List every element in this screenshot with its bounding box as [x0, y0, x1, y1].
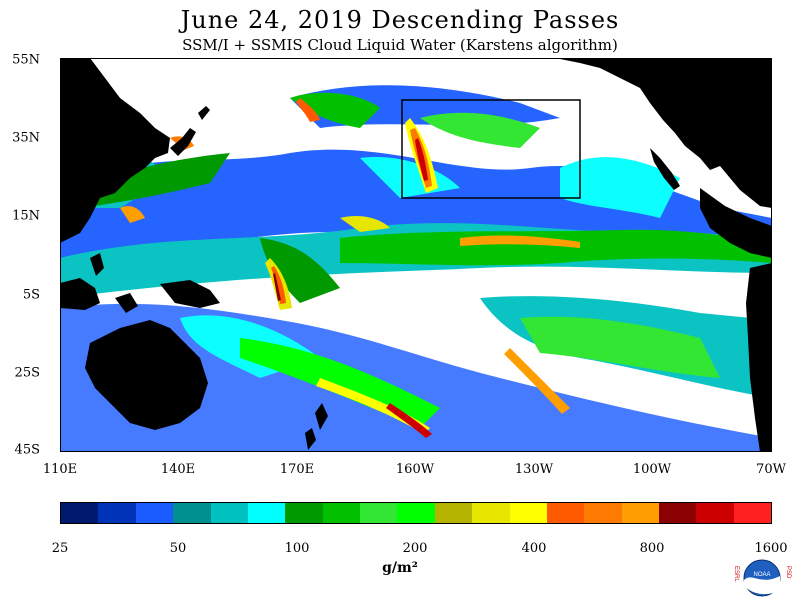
colorbar-swatch-3: [173, 503, 211, 523]
colorbar-swatch-16: [659, 503, 697, 523]
lat-label-45s: 45S: [14, 442, 40, 458]
noaa-logo-text: NOAA: [753, 572, 770, 578]
colorbar-swatch-12: [509, 503, 547, 523]
colorbar-swatch-18: [733, 503, 772, 523]
esrl-logo-text: ESRL: [733, 566, 739, 582]
lat-label-35n: 35N: [12, 130, 40, 146]
colorbar-swatch-17: [696, 503, 734, 523]
lat-label-5s: 5S: [22, 287, 40, 303]
colorbar-swatch-13: [546, 503, 585, 523]
lon-label-170e: 170E: [279, 462, 315, 477]
lon-label-100w: 100W: [632, 462, 672, 477]
colorbar-swatch-1: [98, 503, 136, 523]
colorbar-tick-25: 25: [51, 541, 69, 556]
colorbar-units: g/m²: [382, 560, 418, 576]
map-border: [60, 58, 772, 452]
lat-label-25s: 25S: [14, 365, 40, 381]
lon-label-110e: 110E: [42, 462, 78, 477]
colorbar-swatch-10: [434, 503, 473, 523]
highlight-box: [401, 99, 581, 199]
chart-title: June 24, 2019 Descending Passes: [180, 6, 620, 34]
lat-label-15n: 15N: [12, 208, 40, 224]
colorbar-swatch-11: [472, 503, 510, 523]
moderate-cloud-field: [80, 92, 772, 428]
noaa-logo: NOAA ESRL PSD: [730, 556, 794, 600]
colorbar-swatch-14: [584, 503, 622, 523]
colorbar-swatch-8: [360, 503, 398, 523]
colorbar-swatch-15: [621, 503, 659, 523]
lon-label-160w: 160W: [395, 462, 435, 477]
colorbar: [60, 502, 772, 524]
colorbar-tick-800: 800: [639, 541, 665, 556]
land: [60, 58, 772, 452]
lon-label-130w: 130W: [514, 462, 554, 477]
lat-label-55n: 55N: [12, 52, 40, 68]
lon-label-140e: 140E: [160, 462, 196, 477]
colorbar-swatch-6: [285, 503, 323, 523]
colorbar-swatch-5: [247, 503, 286, 523]
map-svg: [60, 58, 772, 452]
psd-logo-text: PSD: [785, 566, 791, 579]
colorbar-swatch-7: [322, 503, 360, 523]
colorbar-tick-100: 100: [284, 541, 310, 556]
colorbar-swatch-9: [397, 503, 435, 523]
high-cloud-field: [120, 98, 580, 438]
colorbar-tick-50: 50: [169, 541, 187, 556]
lon-label-70w: 70W: [756, 462, 786, 477]
cloud-water-map: [60, 58, 772, 452]
colorbar-tick-1600: 1600: [754, 541, 788, 556]
colorbar-tick-200: 200: [402, 541, 428, 556]
colorbar-tick-400: 400: [521, 541, 547, 556]
chart-subtitle: SSM/I + SSMIS Cloud Liquid Water (Karste…: [182, 36, 618, 54]
colorbar-swatch-4: [210, 503, 248, 523]
colorbar-swatch-0: [61, 503, 99, 523]
colorbar-swatch-2: [135, 503, 174, 523]
